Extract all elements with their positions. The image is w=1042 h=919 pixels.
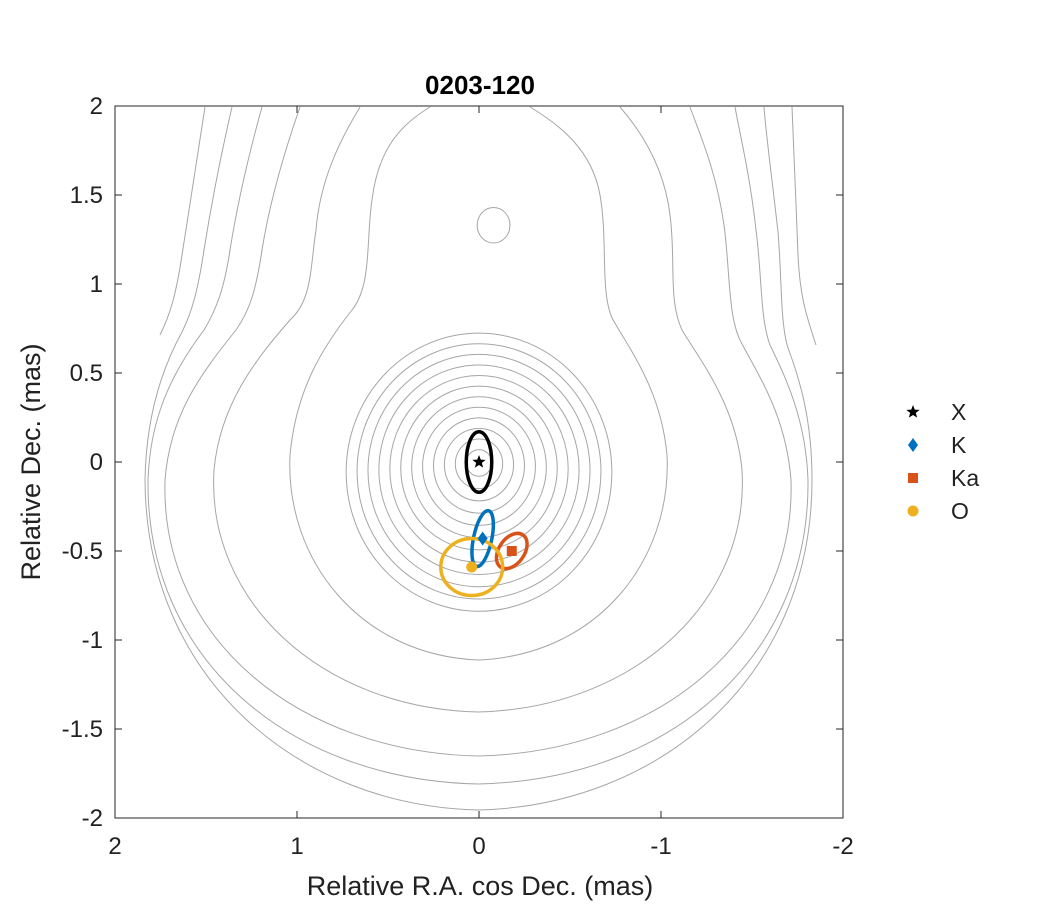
legend-marker-o: [907, 505, 919, 517]
legend-item-x: X: [906, 399, 966, 425]
error-ellipse-x: [464, 429, 494, 495]
marker-layer: [466, 455, 517, 573]
y-tick-label: -1: [82, 627, 103, 654]
legend-label: X: [951, 399, 966, 425]
marker-ka: [506, 546, 517, 556]
legend-marker-k: [908, 438, 918, 452]
legend-item-ka: Ka: [908, 465, 979, 491]
error-ellipse-ka: [494, 531, 529, 571]
x-axis: 2 1 0 -1 -2: [108, 106, 854, 860]
marker-o: [466, 561, 478, 573]
legend-label: K: [951, 432, 967, 458]
marker-x: [472, 455, 486, 468]
x-tick-label: 1: [290, 833, 303, 860]
contour-level: [422, 406, 536, 526]
y-tick-label: -2: [82, 805, 103, 832]
contour-level: [476, 206, 511, 244]
legend-label: Ka: [951, 465, 979, 491]
contour-outer: [213, 106, 743, 713]
x-tick-label: -2: [832, 833, 853, 860]
contour-level: [378, 364, 580, 575]
contour-outer: [144, 106, 813, 811]
contour-layer: [144, 106, 817, 811]
legend-marker-ka: [908, 473, 918, 483]
chart-title: 0203-120: [425, 70, 535, 100]
marker-k: [477, 531, 488, 546]
y-tick-label: 2: [90, 93, 103, 120]
y-axis-label: Relative Dec. (mas): [16, 343, 46, 580]
error-ellipse-o: [439, 536, 505, 598]
legend: XK Ka O: [906, 399, 979, 524]
contour-outer: [791, 106, 817, 346]
y-tick-label: 0: [90, 449, 103, 476]
contour-level: [400, 385, 558, 551]
y-tick-label: 1.5: [70, 182, 103, 209]
legend-item-k: K: [908, 432, 967, 458]
legend-item-o: O: [907, 498, 969, 524]
contour-outer: [147, 106, 809, 785]
contour-outer: [159, 106, 206, 336]
contour-level: [443, 427, 515, 502]
legend-marker-x: [906, 405, 920, 418]
x-tick-label: -1: [650, 833, 671, 860]
contour-outer: [164, 106, 792, 757]
contour-level: [345, 332, 613, 612]
contour-outer: [289, 106, 668, 661]
y-tick-label: 1: [90, 271, 103, 298]
contour-level: [389, 375, 569, 563]
contour-level: [367, 353, 591, 588]
y-axis: 2 1.5 1 0.5 0 -0.5 -1 -1.5 -2: [62, 93, 843, 832]
y-tick-label: -1.5: [62, 716, 103, 743]
contour-level: [356, 343, 602, 600]
contour-level: [433, 417, 525, 514]
x-tick-label: 2: [108, 833, 121, 860]
contour-level: [454, 438, 504, 490]
legend-label: O: [951, 498, 969, 524]
y-tick-label: 0.5: [70, 360, 103, 387]
y-tick-label: -0.5: [62, 538, 103, 565]
x-tick-label: 0: [472, 833, 485, 860]
x-axis-label: Relative R.A. cos Dec. (mas): [307, 871, 654, 901]
